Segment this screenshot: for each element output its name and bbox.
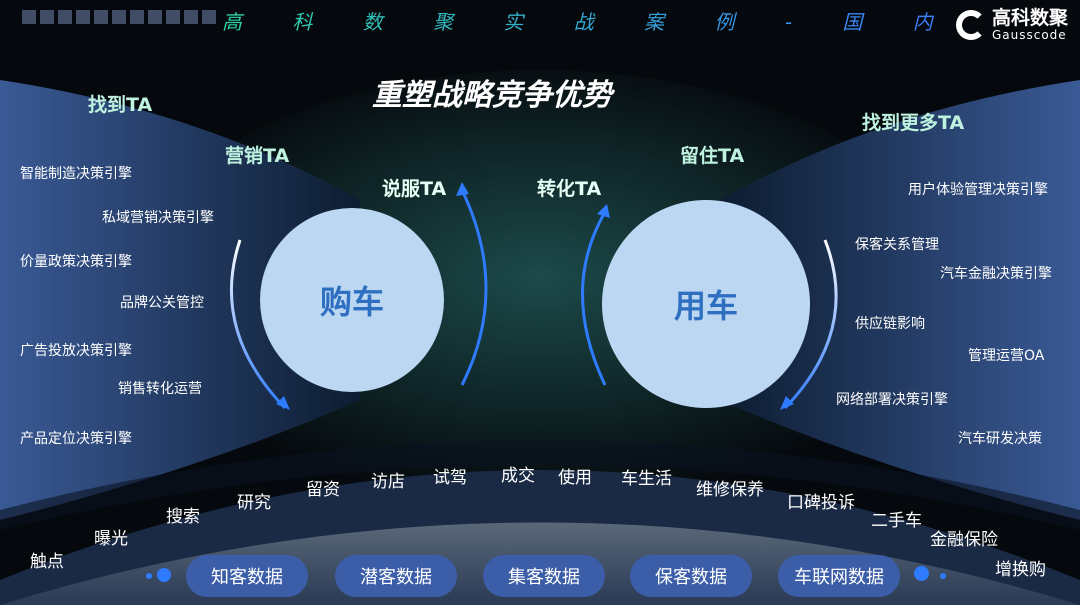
right-item: 汽车研发决策 <box>958 431 1042 447</box>
logo-en: Gausscode <box>991 28 1067 42</box>
logo: 高科数聚 Gausscode <box>955 7 1068 42</box>
label-find-more-ta: 找到更多TA <box>862 112 965 134</box>
journey-step: 车生活 <box>621 469 672 489</box>
pill-iov-data: 车联网数据 <box>778 555 900 597</box>
pill-prospect-data: 潜客数据 <box>335 555 457 597</box>
journey-step: 留资 <box>306 480 340 500</box>
left-item: 品牌公关管控 <box>120 295 204 311</box>
dot-decoration <box>940 573 946 579</box>
logo-cn: 高科数聚 <box>991 7 1068 29</box>
dot-decoration <box>157 568 171 582</box>
circle-use-car: 用车 <box>602 200 810 408</box>
journey-step: 维修保养 <box>696 480 764 500</box>
label-find-ta: 找到TA <box>88 94 153 116</box>
circle-buy-car: 购车 <box>260 208 444 392</box>
right-item: 汽车金融决策引擎 <box>940 266 1052 282</box>
label-market-ta: 营销TA <box>225 145 290 167</box>
label-retain-ta: 留住TA <box>680 145 745 167</box>
header-bars <box>22 10 216 24</box>
right-item: 管理运营OA <box>968 348 1045 364</box>
journey-step: 口碑投诉 <box>787 493 855 513</box>
series-title: 高 科 数 聚 实 战 案 例 - 国 内 <box>222 6 955 35</box>
journey-step: 曝光 <box>94 529 128 549</box>
journey-step: 触点 <box>30 552 64 572</box>
dot-decoration <box>146 573 152 579</box>
journey-step: 试驾 <box>433 468 467 488</box>
journey-step: 增换购 <box>995 560 1046 580</box>
pill-know-customer-data: 知客数据 <box>186 555 308 597</box>
left-item: 私域营销决策引擎 <box>102 210 214 226</box>
page-title: 重塑战略竞争优势 <box>372 78 612 113</box>
pill-collect-customer-data: 集客数据 <box>483 555 605 597</box>
right-item: 用户体验管理决策引擎 <box>908 182 1048 198</box>
journey-step: 二手车 <box>871 511 922 531</box>
right-item: 保客关系管理 <box>855 237 939 253</box>
journey-step: 金融保险 <box>930 530 998 550</box>
left-item: 广告投放决策引擎 <box>20 343 132 359</box>
label-persuade-ta: 说服TA <box>382 178 447 200</box>
label-convert-ta: 转化TA <box>537 178 602 200</box>
journey-step: 成交 <box>501 466 535 486</box>
left-item: 智能制造决策引擎 <box>20 166 132 182</box>
dot-decoration <box>914 566 929 581</box>
journey-step: 研究 <box>237 493 271 513</box>
journey-step: 访店 <box>371 472 405 492</box>
right-item: 供应链影响 <box>855 316 925 332</box>
journey-step: 搜索 <box>166 507 200 527</box>
right-item: 网络部署决策引擎 <box>836 392 948 408</box>
journey-step: 使用 <box>558 468 592 488</box>
pill-retain-customer-data: 保客数据 <box>630 555 752 597</box>
left-item: 产品定位决策引擎 <box>20 431 132 447</box>
left-item: 销售转化运营 <box>118 381 202 397</box>
left-item: 价量政策决策引擎 <box>20 254 132 270</box>
logo-icon <box>955 10 986 40</box>
